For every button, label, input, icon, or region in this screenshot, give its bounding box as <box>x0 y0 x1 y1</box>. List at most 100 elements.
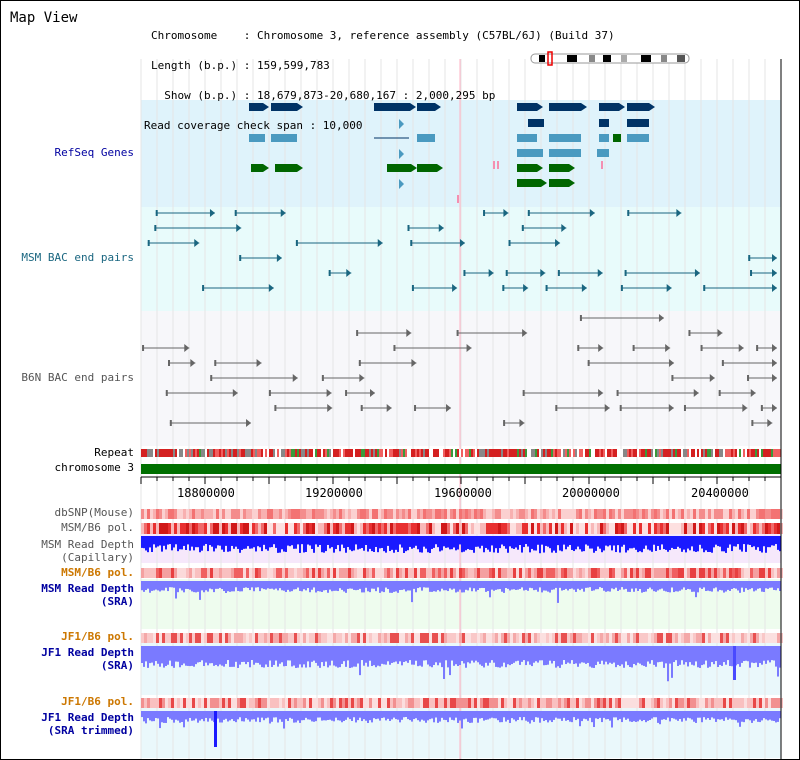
jf1-depth-sra-bar <box>659 646 661 662</box>
gene-feature[interactable] <box>597 149 609 157</box>
jf1-depth-trim-bar <box>441 711 443 718</box>
gene-feature[interactable] <box>275 164 297 172</box>
gene-feature[interactable] <box>251 164 263 172</box>
gene-feature[interactable] <box>599 119 609 127</box>
gene-feature[interactable] <box>517 103 537 111</box>
gene-feature[interactable] <box>599 103 619 111</box>
gene-feature[interactable] <box>613 134 621 142</box>
track-label-dbsnp[interactable]: dbSNP(Mouse) <box>54 506 134 519</box>
chromosome-bar[interactable] <box>141 464 781 474</box>
track-label-b6n-bac[interactable]: B6N BAC end pairs <box>21 371 134 384</box>
dbsnp-density <box>411 509 414 519</box>
msm-depth-sra-bar <box>215 581 217 589</box>
gene-feature[interactable] <box>549 134 581 142</box>
dbsnp-density <box>339 509 342 519</box>
repeat-element <box>281 449 283 457</box>
msm-b6-pol-density <box>651 523 654 534</box>
gene-strand-arrow <box>537 103 543 111</box>
gene-feature[interactable] <box>599 134 609 142</box>
gene-feature[interactable] <box>387 164 411 172</box>
gene-feature[interactable] <box>374 103 410 111</box>
track-label-msm-depth-capillary[interactable]: MSM Read Depth (Capillary) <box>41 538 134 564</box>
jf1-b6-pol-density <box>564 698 567 708</box>
track-label-jf1-depth-sra[interactable]: JF1 Read Depth (SRA) <box>41 646 134 672</box>
msm-b6-pol-density <box>198 568 201 578</box>
info-line-show: Show (b.p.) : 18,679,873-20,680,167 : 2,… <box>151 89 496 102</box>
track-label-chromosome[interactable]: chromosome 3 <box>54 461 134 474</box>
jf1-b6-pol-density <box>435 698 438 708</box>
msm-b6-pol-density <box>381 568 384 578</box>
jf1-b6-pol-density <box>315 633 318 643</box>
jf1-b6-pol-density <box>597 698 600 708</box>
repeat-element <box>381 449 383 457</box>
msm-b6-pol-density <box>171 568 174 578</box>
msm-depth-capillary-bar <box>739 536 741 550</box>
gene-feature[interactable] <box>417 134 435 142</box>
gene-feature[interactable] <box>517 179 541 187</box>
gene-feature[interactable] <box>249 103 263 111</box>
msm-depth-sra-bar <box>173 581 175 588</box>
gene-feature[interactable] <box>417 103 435 111</box>
gene-feature[interactable] <box>271 134 297 142</box>
msm-depth-sra-bar <box>547 581 549 592</box>
repeat-element <box>445 449 447 457</box>
jf1-depth-trim-bar <box>589 711 591 718</box>
gene-feature[interactable] <box>517 149 543 157</box>
jf1-b6-pol-density <box>582 698 585 708</box>
gene-feature[interactable] <box>249 134 265 142</box>
gene-feature[interactable] <box>549 179 569 187</box>
track-label-jf1-b6-pol-1[interactable]: JF1/B6 pol. <box>61 630 134 643</box>
gene-feature[interactable] <box>528 119 544 127</box>
gene-feature[interactable] <box>417 164 437 172</box>
jf1-b6-pol-density <box>246 698 249 708</box>
msm-b6-pol-density <box>726 568 729 578</box>
gene-feature[interactable] <box>549 164 569 172</box>
repeat-element <box>303 449 305 457</box>
msm-b6-pol-density <box>360 523 363 534</box>
msm-depth-sra-bar <box>313 581 315 588</box>
gene-feature[interactable] <box>517 134 537 142</box>
repeat-element <box>587 449 589 457</box>
jf1-depth-trim-bar <box>657 711 659 723</box>
repeat-element <box>407 449 409 457</box>
jf1-depth-sra-bar <box>491 646 493 661</box>
msm-b6-pol-density <box>507 523 510 534</box>
gene-feature[interactable] <box>627 119 649 127</box>
track-label-msm-depth-sra[interactable]: MSM Read Depth (SRA) <box>41 582 134 608</box>
gene-feature[interactable] <box>627 134 649 142</box>
gene-feature[interactable] <box>517 164 537 172</box>
gene-feature[interactable] <box>399 149 404 159</box>
track-label-msm-b6-pol-2[interactable]: MSM/B6 pol. <box>61 566 134 579</box>
track-label-jf1-depth-trimmed[interactable]: JF1 Read Depth (SRA trimmed) <box>41 711 134 737</box>
msm-b6-pol-density <box>342 568 345 578</box>
msm-depth-capillary-bar <box>547 536 549 547</box>
track-label-repeat[interactable]: Repeat <box>94 446 134 459</box>
track-label-msm-b6-pol-1[interactable]: MSM/B6 pol. <box>61 521 134 534</box>
gene-feature[interactable] <box>627 103 649 111</box>
gene-feature[interactable] <box>271 103 297 111</box>
msm-depth-capillary-bar <box>491 536 493 546</box>
jf1-b6-pol-density <box>315 698 318 708</box>
jf1-b6-pol-density <box>747 633 750 643</box>
msm-b6-pol-density <box>564 568 567 578</box>
msm-depth-capillary-bar <box>483 536 485 553</box>
jf1-b6-pol-density <box>144 633 147 643</box>
gene-feature[interactable] <box>399 179 404 189</box>
repeat-element <box>289 449 291 457</box>
track-label-jf1-b6-pol-2[interactable]: JF1/B6 pol. <box>61 695 134 708</box>
msm-depth-capillary-bar <box>413 536 415 548</box>
jf1-b6-pol-density <box>555 698 558 708</box>
track-label-refseq-genes[interactable]: RefSeq Genes <box>54 146 134 159</box>
msm-depth-sra-bar <box>181 581 183 591</box>
gene-feature[interactable] <box>549 149 581 157</box>
msm-depth-capillary-bar <box>261 536 263 552</box>
jf1-depth-trim-bar <box>685 711 687 721</box>
b6n-bac-pair-end <box>190 359 196 367</box>
gene-feature[interactable] <box>399 119 404 129</box>
gene-feature[interactable] <box>549 103 581 111</box>
jf1-depth-sra-bar <box>405 646 407 662</box>
track-label-msm-bac[interactable]: MSM BAC end pairs <box>21 251 134 264</box>
dbsnp-density <box>324 509 327 519</box>
jf1-depth-sra-bar <box>731 646 733 667</box>
